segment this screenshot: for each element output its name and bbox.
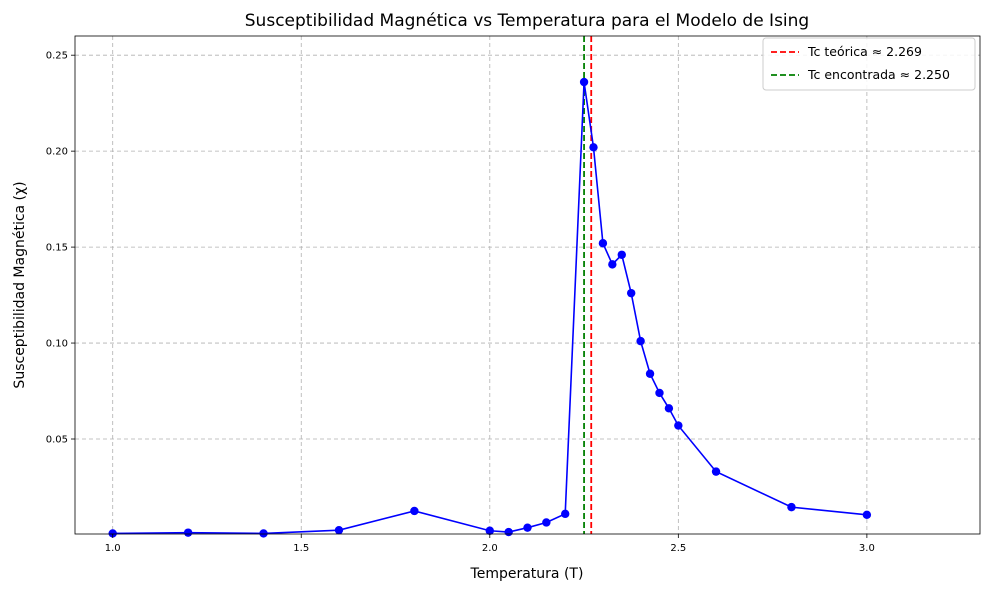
x-axis-ticks: 1.0 1.5 2.0 2.5 3.0	[105, 534, 875, 554]
data-point	[183, 528, 193, 537]
grid	[75, 36, 980, 534]
x-tick-label: 2.5	[670, 543, 686, 554]
x-tick-label: 3.0	[859, 543, 875, 554]
chart-title: Susceptibilidad Magnética vs Temperatura…	[245, 11, 809, 31]
data-point	[711, 467, 721, 476]
data-point	[542, 518, 551, 527]
data-point	[664, 404, 674, 413]
data-point	[645, 369, 655, 378]
x-tick-label: 1.5	[293, 543, 309, 554]
y-tick-label: 0.10	[46, 339, 68, 350]
legend-box	[762, 37, 976, 91]
data-point	[862, 510, 872, 520]
data-points	[108, 77, 872, 538]
data-point	[523, 523, 532, 532]
legend-label-tc-encontrada: Tc encontrada ≈ 2.250	[807, 67, 950, 82]
legend-label-tc-teorica: Tc teórica ≈ 2.269	[807, 44, 922, 59]
data-point	[598, 239, 608, 248]
data-point	[655, 388, 664, 398]
data-point	[108, 529, 117, 538]
x-axis-label: Temperatura (T)	[470, 566, 584, 582]
y-tick-label: 0.25	[46, 51, 68, 62]
y-tick-label: 0.05	[46, 435, 68, 446]
data-point	[561, 509, 570, 519]
y-tick-label: 0.20	[46, 147, 68, 158]
data-point	[636, 336, 645, 346]
data-point	[579, 77, 589, 87]
data-point	[674, 421, 683, 430]
y-tick-label: 0.15	[46, 243, 68, 254]
data-point	[334, 525, 344, 535]
data-point	[787, 502, 796, 512]
data-point	[617, 250, 626, 259]
x-tick-label: 2.0	[482, 543, 498, 554]
y-axis-label: Susceptibilidad Magnética (χ)	[12, 181, 28, 388]
legend: Tc teórica ≈ 2.269 Tc encontrada ≈ 2.250	[762, 37, 976, 91]
data-point	[589, 143, 598, 152]
data-point	[504, 527, 513, 537]
data-point	[608, 260, 617, 269]
y-axis-ticks: 0.05 0.10 0.15 0.20 0.25	[46, 51, 75, 446]
plot-frame	[74, 35, 981, 535]
data-point	[259, 529, 268, 538]
data-point	[626, 288, 636, 298]
data-point	[410, 506, 419, 516]
x-tick-label: 1.0	[105, 543, 121, 554]
reference-lines	[583, 36, 593, 534]
data-point	[485, 526, 494, 535]
